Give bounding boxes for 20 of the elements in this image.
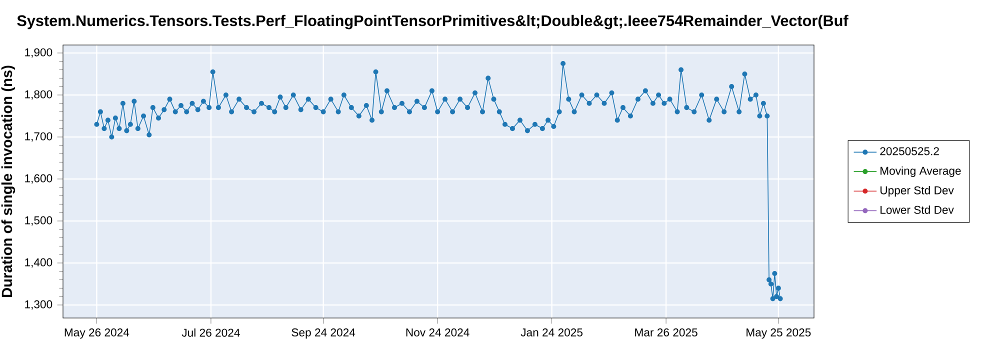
- y-tick-label: 1,600: [25, 174, 52, 184]
- x-tick-label: May 26 2024: [64, 328, 130, 339]
- chart-title: System.Numerics.Tensors.Tests.Perf_FloatingPointTensorPrimitives&lt;Double&gt;.Ieee754Remainder_Vector(Buf: [17, 14, 848, 30]
- x-tick-label: May 25 2025: [746, 328, 811, 339]
- y-tick-label: 1,900: [25, 48, 52, 58]
- legend-label: Lower Std Dev: [880, 206, 954, 214]
- legend-label: 20250525.2: [880, 147, 939, 156]
- x-tick-label: Sep 24 2024: [292, 328, 356, 339]
- x-tick-label: Nov 24 2024: [406, 328, 470, 336]
- y-axis-title: Duration of single invocation (ns): [1, 66, 16, 298]
- y-tick-label: 1,500: [25, 216, 52, 226]
- y-tick-label: 1,800: [25, 90, 52, 100]
- y-tick-label: 1,700: [25, 132, 52, 142]
- x-tick-label: Mar 26 2025: [635, 328, 698, 336]
- x-tick-label: Jul 26 2024: [182, 328, 240, 337]
- y-tick-label: 1,400: [25, 258, 52, 268]
- x-tick-label: Jan 24 2025: [520, 328, 583, 336]
- legend-label: Moving Average: [880, 166, 961, 178]
- y-tick-label: 1,300: [25, 300, 52, 310]
- legend-label: Upper Std Dev: [880, 186, 954, 197]
